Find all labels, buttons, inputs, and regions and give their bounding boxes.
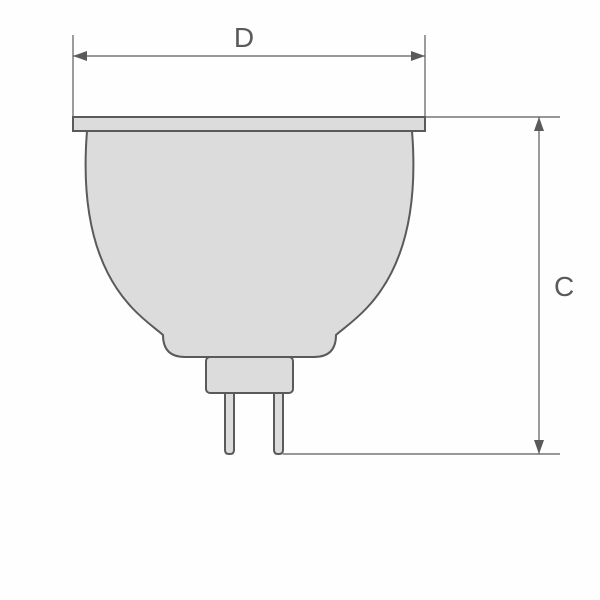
dim-d-arrow-right (411, 51, 425, 61)
dim-c-arrow-top (534, 117, 544, 131)
dim-d-label: D (234, 22, 254, 53)
lamp-pin-0 (225, 393, 234, 454)
lamp-reflector (86, 131, 414, 357)
lamp-neck (206, 357, 293, 393)
lamp-top-rim (73, 117, 425, 131)
bulb-dimension-diagram: DC (0, 0, 600, 600)
lamp-pin-1 (274, 393, 283, 454)
dim-c-arrow-bottom (534, 440, 544, 454)
dim-c-label: C (554, 271, 574, 302)
dim-d-arrow-left (73, 51, 87, 61)
